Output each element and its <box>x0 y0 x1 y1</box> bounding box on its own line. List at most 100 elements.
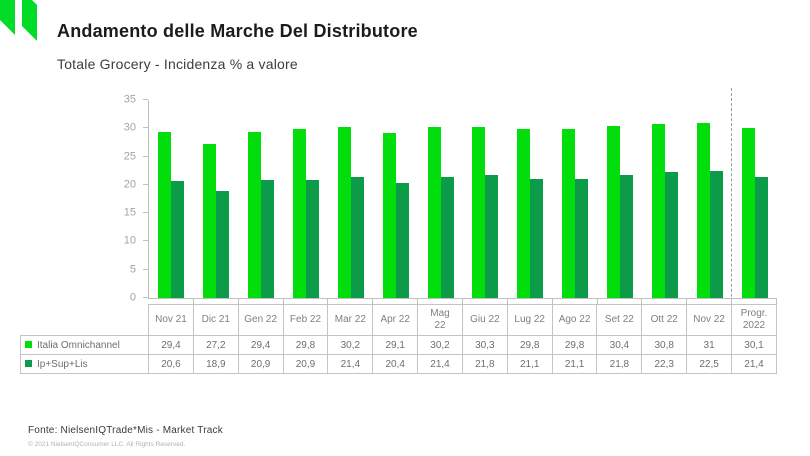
bar-ip-sup-lis <box>306 179 319 298</box>
value-cell: 21,1 <box>551 354 598 374</box>
x-tick-mark <box>282 299 284 304</box>
category-header: Nov 22 <box>686 304 732 336</box>
legend-cell: Ip+Sup+Lis <box>19 354 150 374</box>
bar-italia-omnichannel <box>248 131 262 298</box>
y-axis: 0 5 10 15 20 25 30 35 <box>20 94 148 303</box>
table-row: Italia Omnichannel 29,4 27,2 29,4 29,8 30,2 29… <box>19 335 777 355</box>
value-cell: 29,8 <box>551 335 598 355</box>
value-cell: 21,1 <box>506 354 553 374</box>
bar-group-ott-22 <box>642 100 687 298</box>
y-tick-mark <box>143 155 148 157</box>
category-header: Giu 22 <box>461 304 508 336</box>
y-tick-label: 25 <box>123 150 136 163</box>
y-tick-label: 0 <box>129 291 136 304</box>
bar-group-ago-22 <box>553 100 598 298</box>
bar-italia-omnichannel <box>382 133 396 298</box>
value-cell: 30,1 <box>731 335 777 355</box>
value-cell: 30,2 <box>417 335 463 355</box>
bar-italia-omnichannel <box>337 127 351 298</box>
y-tick-label: 15 <box>123 206 136 219</box>
bar-ip-sup-lis <box>530 178 544 298</box>
category-header: Set 22 <box>596 304 643 336</box>
logo-chevron-right <box>22 0 37 41</box>
bar-group-progr-2022 <box>732 100 777 298</box>
bar-group-lug-22 <box>508 100 553 298</box>
category-header: Nov 21 <box>148 304 194 336</box>
y-tick-mark <box>143 240 148 242</box>
x-tick-mark <box>327 299 329 304</box>
bar-italia-omnichannel <box>607 126 621 298</box>
logo-chevron-left <box>0 0 15 35</box>
value-cell: 20,9 <box>282 354 329 374</box>
bar-italia-omnichannel <box>696 122 710 298</box>
value-cell: 21,4 <box>417 354 463 374</box>
bar-group-giu-22 <box>463 100 508 298</box>
y-tick-mark <box>143 99 148 100</box>
bar-italia-omnichannel <box>293 129 306 298</box>
value-cell: 29,8 <box>282 335 329 355</box>
bar-ip-sup-lis <box>575 178 589 298</box>
x-tick-mark <box>462 299 463 304</box>
value-cell: 21,4 <box>731 354 777 374</box>
category-header: Feb 22 <box>282 304 329 336</box>
x-tick-mark <box>776 299 777 304</box>
series-name: Italia Omnichannel <box>37 339 120 351</box>
category-header: Apr 22 <box>372 304 419 336</box>
category-header: Lug 22 <box>506 304 553 336</box>
y-tick-label: 30 <box>123 121 136 134</box>
bar-group-set-22 <box>598 100 643 298</box>
bar-group-mar-22 <box>328 100 373 298</box>
bar-italia-omnichannel <box>562 129 576 298</box>
value-cell: 27,2 <box>192 335 239 355</box>
source-note: Fonte: NielsenIQTrade*Mis - Market Track <box>28 425 223 436</box>
x-tick-mark <box>192 299 194 304</box>
x-tick-mark <box>686 299 688 304</box>
x-tick-mark <box>596 299 598 304</box>
category-header: Progr. 2022 <box>731 304 777 336</box>
legend-swatch-icon <box>25 359 32 367</box>
table-corner-cell <box>21 305 149 336</box>
bar-group-apr-22 <box>373 100 418 298</box>
bar-ip-sup-lis <box>440 176 454 298</box>
bar-group-nov-22 <box>687 100 732 298</box>
x-tick-mark <box>731 299 733 304</box>
bar-italia-omnichannel <box>427 127 441 298</box>
bar-ip-sup-lis <box>664 171 678 298</box>
legend-swatch-icon <box>25 340 32 348</box>
category-header: Ott 22 <box>641 304 688 336</box>
page-title: Andamento delle Marche Del Distributore <box>57 21 418 41</box>
legend-cell: Italia Omnichannel <box>19 335 150 355</box>
y-tick-label: 35 <box>123 93 136 106</box>
x-tick-mark <box>641 299 643 304</box>
category-header: Ago 22 <box>551 304 598 336</box>
bar-ip-sup-lis <box>754 176 768 298</box>
category-header: Mar 22 <box>327 304 374 336</box>
bar-ip-sup-lis <box>709 170 723 298</box>
y-tick-mark <box>143 212 148 214</box>
bar-group-dic-21 <box>194 100 239 298</box>
value-cell: 29,8 <box>506 335 553 355</box>
value-cell: 20,6 <box>148 354 194 374</box>
table-header-row: Nov 21 Dic 21 Gen 22 Feb 22 Mar 22 Apr 22 Mag … <box>21 304 777 336</box>
bar-italia-omnichannel <box>517 129 531 298</box>
value-cell: 30,2 <box>327 335 374 355</box>
bar-italia-omnichannel <box>472 126 486 298</box>
bar-group-nov-21 <box>149 100 194 298</box>
x-tick-mark <box>417 299 419 304</box>
value-cell: 22,5 <box>686 354 732 374</box>
value-cell: 21,4 <box>327 354 374 374</box>
bar-ip-sup-lis <box>216 191 230 298</box>
category-header: Mag 22 <box>417 304 463 336</box>
value-cell: 20,4 <box>372 354 419 374</box>
value-cell: 22,3 <box>641 354 688 374</box>
value-cell: 18,9 <box>192 354 239 374</box>
bar-italia-omnichannel <box>741 127 755 298</box>
bar-ip-sup-lis <box>261 179 275 298</box>
copyright-note: © 2021 NielsenIQConsumer LLC. All Rights… <box>28 441 186 448</box>
y-tick-mark <box>143 268 148 270</box>
bar-group-feb-22 <box>284 100 329 298</box>
y-tick-label: 10 <box>123 234 136 247</box>
progr-separator-dashed-line <box>731 88 733 372</box>
bar-ip-sup-lis <box>485 174 499 298</box>
